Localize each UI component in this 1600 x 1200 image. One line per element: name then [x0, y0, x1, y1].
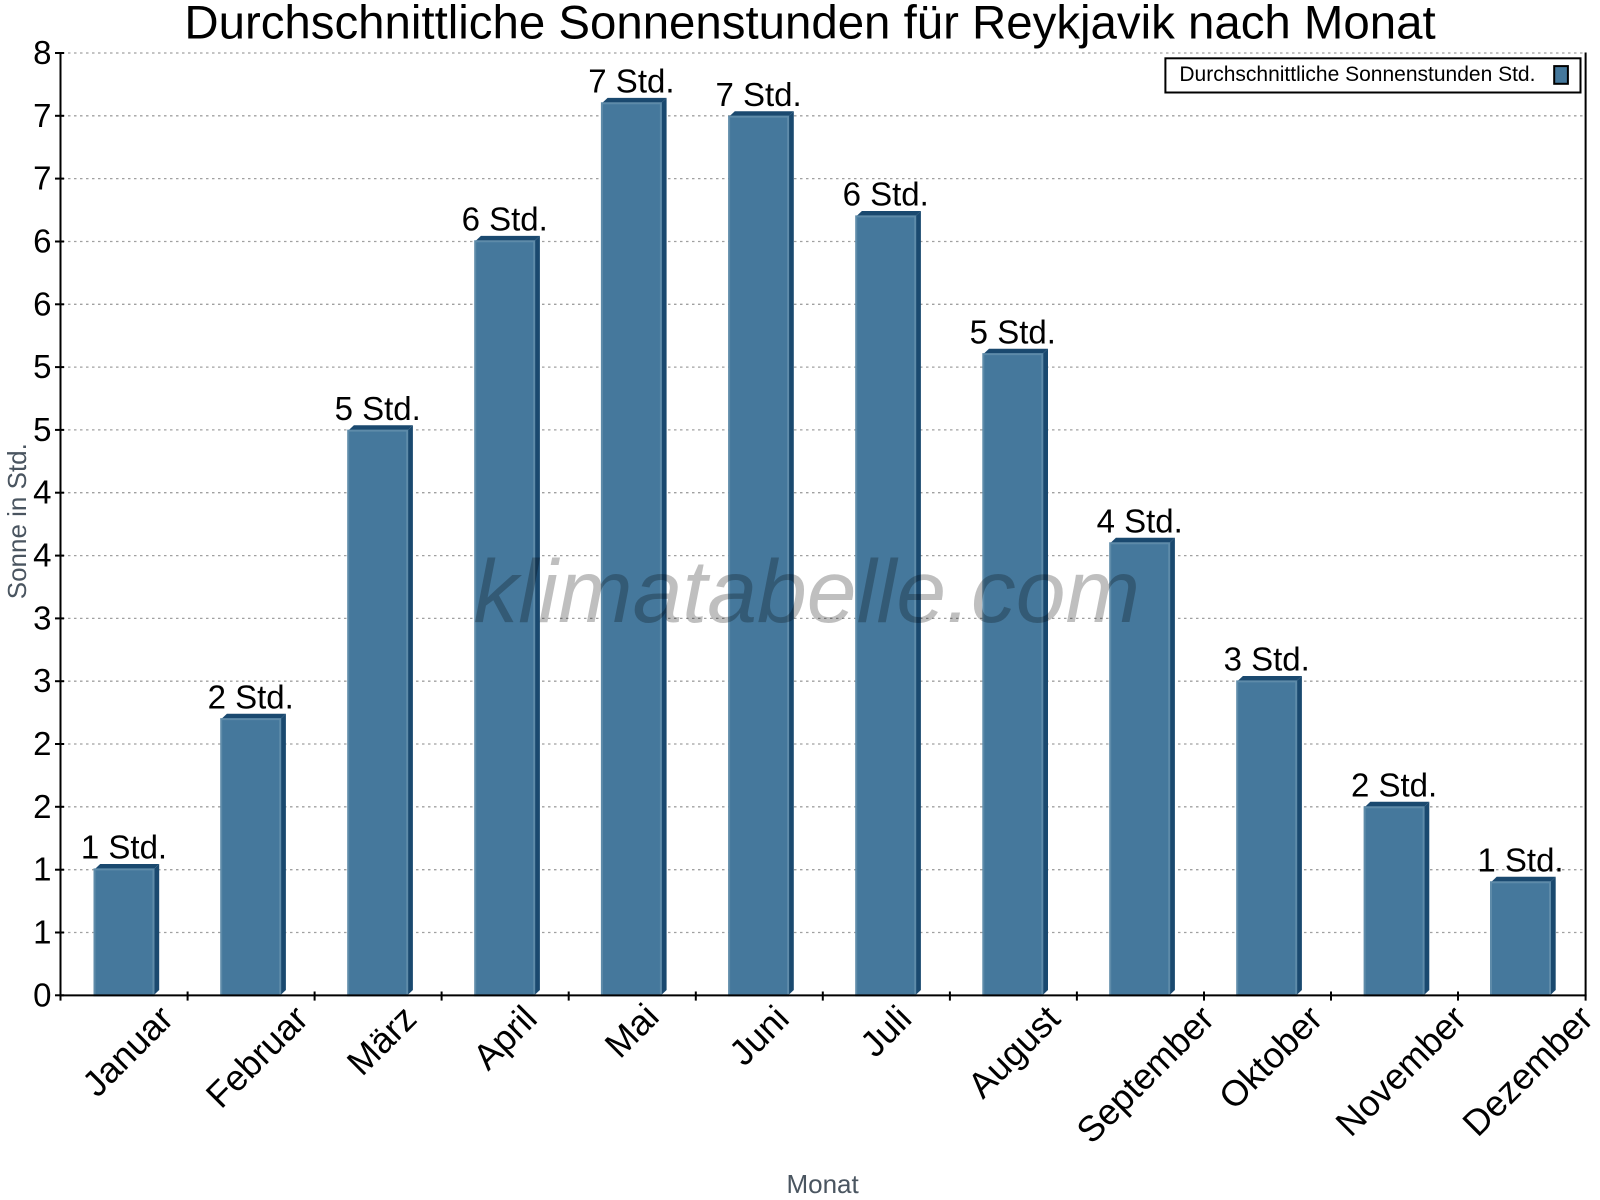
- svg-text:6 Std.: 6 Std.: [462, 201, 548, 238]
- svg-text:4: 4: [33, 537, 51, 574]
- svg-text:7: 7: [33, 160, 51, 197]
- svg-text:4: 4: [33, 474, 51, 511]
- svg-text:Durchschnittliche Sonnenstunde: Durchschnittliche Sonnenstunden Std.: [1179, 63, 1535, 86]
- svg-text:7 Std.: 7 Std.: [588, 63, 674, 100]
- svg-text:2: 2: [33, 788, 51, 825]
- svg-text:3 Std.: 3 Std.: [1224, 641, 1310, 678]
- svg-text:3: 3: [33, 599, 51, 636]
- svg-text:2 Std.: 2 Std.: [208, 678, 294, 715]
- svg-text:klimatabelle.com: klimatabelle.com: [474, 541, 1141, 641]
- svg-text:1: 1: [33, 851, 51, 888]
- svg-text:2 Std.: 2 Std.: [1351, 766, 1437, 803]
- svg-text:1: 1: [33, 914, 51, 951]
- svg-text:Monat: Monat: [786, 1169, 859, 1199]
- svg-text:8: 8: [33, 34, 51, 71]
- svg-text:3: 3: [33, 662, 51, 699]
- svg-text:6 Std.: 6 Std.: [843, 176, 929, 213]
- svg-text:Durchschnittliche Sonnenstunde: Durchschnittliche Sonnenstunden für Reyk…: [184, 0, 1435, 49]
- svg-text:4 Std.: 4 Std.: [1097, 502, 1183, 539]
- svg-text:5: 5: [33, 348, 51, 385]
- svg-text:0: 0: [33, 976, 51, 1013]
- svg-text:2: 2: [33, 725, 51, 762]
- svg-text:6: 6: [33, 223, 51, 260]
- svg-text:5 Std.: 5 Std.: [335, 390, 421, 427]
- svg-text:7: 7: [33, 97, 51, 134]
- svg-text:7 Std.: 7 Std.: [715, 76, 801, 113]
- svg-text:6: 6: [33, 285, 51, 322]
- svg-text:5 Std.: 5 Std.: [970, 313, 1056, 350]
- svg-text:1 Std.: 1 Std.: [81, 829, 167, 866]
- svg-text:1 Std.: 1 Std.: [1477, 841, 1563, 878]
- svg-text:5: 5: [33, 411, 51, 448]
- svg-text:Sonne in Std.: Sonne in Std.: [2, 443, 32, 599]
